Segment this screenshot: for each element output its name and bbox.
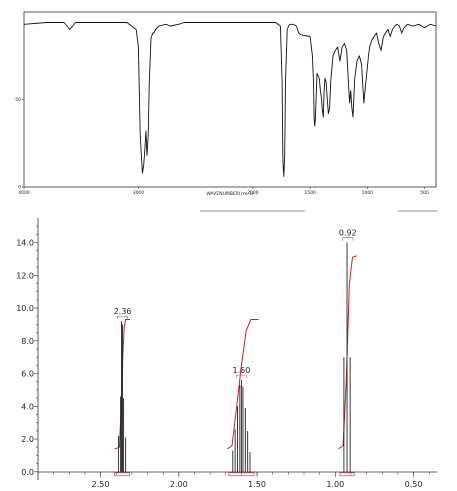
nmr-y-tick-label: 4.0	[21, 402, 34, 411]
nmr-peak-range-marker	[228, 472, 255, 477]
nmr-peak-bracket	[117, 315, 128, 320]
nmr-y-tick-label: 6.0	[21, 370, 34, 379]
nmr-peak-label: 2.36	[114, 307, 132, 316]
nmr-integral-curve	[338, 255, 358, 450]
nmr-x-tick-label: 2.50	[92, 480, 110, 489]
panel-divider-left	[200, 210, 305, 212]
ir-x-tick-label: 2000	[247, 190, 259, 196]
nmr-peak-label: 0.92	[339, 229, 357, 238]
nmr-x-tick-label: 2.00	[170, 480, 188, 489]
nmr-y-tick-label: 10.0	[16, 304, 34, 313]
ir-x-tick-label: 1500	[304, 190, 316, 196]
nmr-y-tick-label: 8.0	[21, 337, 34, 346]
ir-transmittance-line	[23, 22, 437, 177]
nmr-y-tick-label: 2.0	[21, 435, 34, 444]
nmr-peak-label: 1.60	[233, 366, 251, 375]
ir-x-tick-label: 3000	[133, 190, 145, 196]
nmr-y-tick-label: 14.0	[16, 239, 34, 248]
ir-y-tick-label: 50	[15, 97, 21, 103]
nmr-x-tick-label: 1.50	[248, 480, 266, 489]
ir-x-tick-label: 1000	[362, 190, 374, 196]
ir-x-tick-label: 500	[420, 190, 429, 196]
panel-divider-right	[398, 210, 437, 212]
ir-y-tick-label: 0	[18, 185, 21, 191]
nmr-spectrum-chart: 0.0 2.0 4.0 6.0 8.0 10.0 12.0 14.0 2.50 2.00 1.50 1…	[16, 218, 437, 489]
nmr-peak-range-marker	[114, 472, 130, 477]
nmr-y-tick-label: 12.0	[16, 271, 34, 280]
ir-x-axis-label: WAVENUMBER(cm-1)	[206, 191, 254, 197]
nmr-y-tick-label: 0.0	[21, 468, 34, 477]
nmr-axis-ticks: 0.0 2.0 4.0 6.0 8.0 10.0 12.0 14.0 2.50 2.00 1.50 1…	[16, 225, 430, 489]
nmr-peak-range-marker	[339, 472, 355, 477]
nmr-peak-bracket	[342, 237, 354, 241]
ir-spectrum-chart: 4000 3000 2000 1500 1000 500 0 50 WAVENUMBER(cm…	[15, 11, 437, 197]
nmr-x-tick-label: 1.00	[326, 480, 344, 489]
ir-plot-frame	[23, 11, 437, 188]
ir-x-tick-label: 4000	[18, 190, 30, 196]
nmr-peaks: 2.36 1.60 0.92	[114, 229, 357, 477]
ir-axis-ticks: 4000 3000 2000 1500 1000 500 0 50	[15, 97, 429, 196]
nmr-integral-curves	[114, 255, 358, 450]
nmr-integral-curve	[227, 319, 259, 450]
nmr-x-tick-label: 0.50	[405, 480, 423, 489]
nmr-peak-bracket	[236, 374, 247, 379]
